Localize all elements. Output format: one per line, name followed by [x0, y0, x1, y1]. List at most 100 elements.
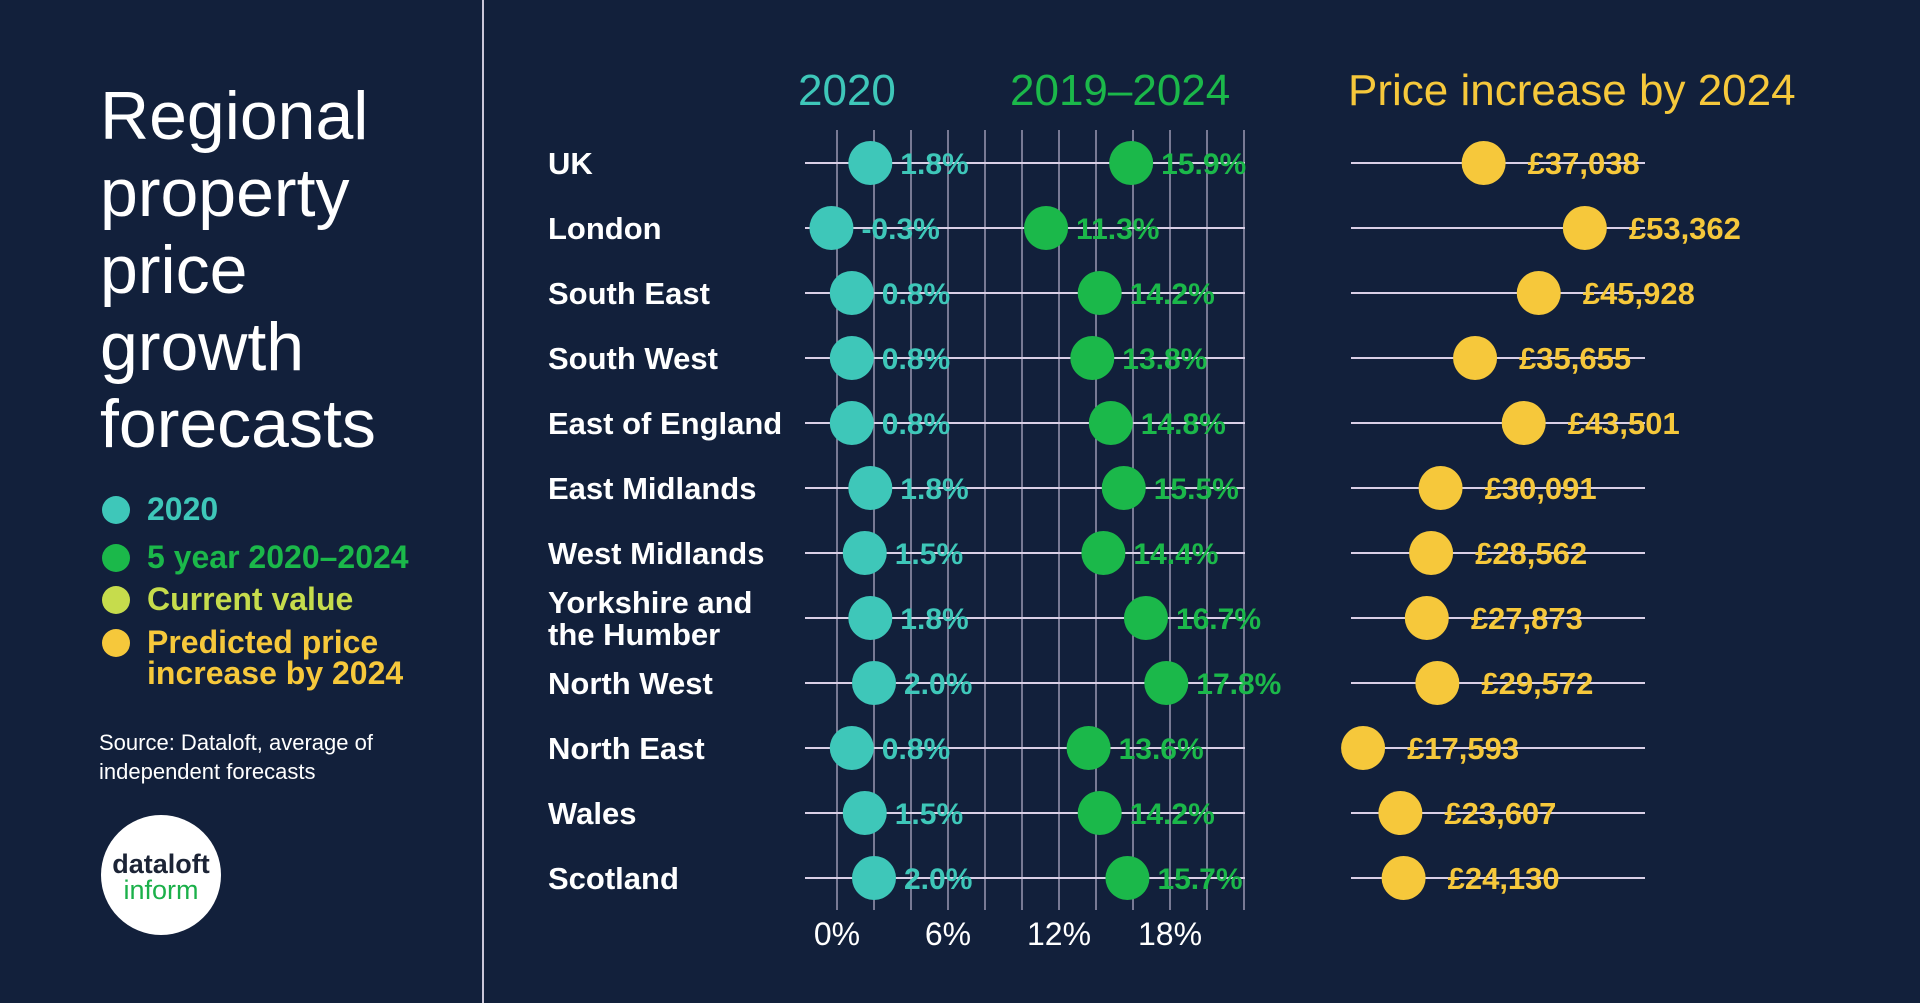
- x-tick-label: 6%: [925, 916, 971, 952]
- region-label: the Humber: [548, 617, 720, 652]
- x-tick-label: 0%: [814, 916, 860, 952]
- dot-2019-2024: [1105, 856, 1150, 900]
- dot-2020: [829, 271, 874, 315]
- region-label: London: [548, 211, 662, 246]
- logo-text-dataloft: dataloft: [112, 849, 210, 879]
- region-label: West Midlands: [548, 536, 764, 571]
- dot-2020: [842, 791, 887, 835]
- dot-price-increase: [1453, 336, 1498, 380]
- label-price-increase: £27,873: [1471, 601, 1583, 636]
- lime-dot-icon: [102, 586, 130, 614]
- label-price-increase: £37,038: [1528, 146, 1640, 181]
- dot-2019-2024: [1123, 596, 1168, 640]
- label-price-increase: £24,130: [1448, 861, 1560, 896]
- region-label: North West: [548, 666, 713, 701]
- dot-price-increase: [1378, 791, 1423, 835]
- label-2019-2024: 15.7%: [1157, 863, 1242, 896]
- dot-2019-2024: [1077, 271, 1122, 315]
- dot-2019-2024: [1109, 141, 1154, 185]
- dot-price-increase: [1415, 661, 1460, 705]
- region-label: Wales: [548, 796, 636, 831]
- region-label: UK: [548, 146, 593, 181]
- panel-title-price-increase: Price increase by 2024: [1348, 66, 1796, 115]
- dot-price-increase: [1418, 466, 1463, 510]
- dot-2019-2024: [1088, 401, 1133, 445]
- dot-2020: [829, 401, 874, 445]
- label-2020: 2.0%: [904, 863, 972, 896]
- dot-2019-2024: [1144, 661, 1189, 705]
- label-2019-2024: 14.2%: [1130, 278, 1215, 311]
- dot-2020: [829, 336, 874, 380]
- label-2019-2024: 14.4%: [1133, 538, 1218, 571]
- label-price-increase: £35,655: [1519, 341, 1631, 376]
- label-2020: 1.5%: [895, 538, 963, 571]
- label-2019-2024: 11.3%: [1076, 213, 1159, 246]
- dot-price-increase: [1562, 206, 1607, 250]
- label-2019-2024: 15.5%: [1154, 473, 1239, 506]
- region-label: Scotland: [548, 861, 679, 896]
- label-2020: 1.8%: [900, 473, 968, 506]
- label-2019-2024: 14.8%: [1141, 408, 1226, 441]
- label-2020: -0.3%: [861, 213, 939, 246]
- label-2019-2024: 16.7%: [1176, 603, 1261, 636]
- label-price-increase: £23,607: [1444, 796, 1556, 831]
- region-label: North East: [548, 731, 705, 766]
- dot-2019-2024: [1081, 531, 1126, 575]
- source-note: Source: Dataloft, average of independent…: [99, 730, 373, 784]
- dot-price-increase: [1381, 856, 1426, 900]
- dot-2020: [852, 661, 896, 705]
- yellow-dot-icon: [102, 629, 130, 657]
- dot-2020: [852, 856, 896, 900]
- label-2020: 1.8%: [900, 603, 968, 636]
- label-2020: 0.8%: [882, 733, 950, 766]
- label-2020: 0.8%: [882, 408, 950, 441]
- dot-2019-2024: [1077, 791, 1122, 835]
- label-2020: 0.8%: [882, 278, 950, 311]
- dot-price-increase: [1501, 401, 1546, 445]
- region-label: South East: [548, 276, 710, 311]
- dot-2019-2024: [1066, 726, 1111, 770]
- dot-2019-2024: [1070, 336, 1115, 380]
- dot-2020: [842, 531, 887, 575]
- dot-price-increase: [1341, 726, 1386, 770]
- label-price-increase: £28,562: [1475, 536, 1587, 571]
- panel-title-2020: 2020: [798, 66, 896, 115]
- dot-price-increase: [1409, 531, 1454, 575]
- label-price-increase: £30,091: [1485, 471, 1597, 506]
- label-2019-2024: 13.8%: [1122, 343, 1207, 376]
- dot-price-increase: [1404, 596, 1449, 640]
- region-label: South West: [548, 341, 718, 376]
- label-2019-2024: 17.8%: [1196, 668, 1281, 701]
- logo-text-inform: inform: [123, 875, 199, 905]
- teal-dot-icon: [102, 496, 130, 524]
- green-dot-icon: [102, 544, 130, 572]
- dot-price-increase: [1516, 271, 1561, 315]
- dot-2020: [829, 726, 874, 770]
- dot-2019-2024: [1024, 206, 1069, 250]
- dot-2020: [809, 206, 854, 250]
- dot-2019-2024: [1101, 466, 1146, 510]
- label-price-increase: £43,501: [1568, 406, 1680, 441]
- label-price-increase: £45,928: [1583, 276, 1695, 311]
- side-panel: Regional property price growth forecasts…: [0, 0, 482, 1003]
- panel-title-2019-2024: 2019–2024: [1010, 66, 1231, 115]
- label-2019-2024: 14.2%: [1130, 798, 1215, 831]
- label-price-increase: £29,572: [1481, 666, 1593, 701]
- label-2019-2024: 15.9%: [1161, 148, 1246, 181]
- label-2020: 2.0%: [904, 668, 972, 701]
- dot-2020: [848, 141, 893, 185]
- region-label: East of England: [548, 406, 782, 441]
- label-2020: 1.8%: [900, 148, 968, 181]
- dot-2020: [848, 596, 893, 640]
- label-price-increase: £53,362: [1629, 211, 1741, 246]
- x-tick-label: 12%: [1027, 916, 1091, 952]
- divider: [482, 0, 484, 1003]
- dot-2020: [848, 466, 893, 510]
- page-title: Regional property price growth forecasts: [100, 78, 376, 462]
- region-label: Yorkshire and: [548, 585, 752, 620]
- x-tick-label: 18%: [1138, 916, 1202, 952]
- dot-price-increase: [1461, 141, 1506, 185]
- label-2020: 1.5%: [895, 798, 963, 831]
- label-price-increase: £17,593: [1407, 731, 1519, 766]
